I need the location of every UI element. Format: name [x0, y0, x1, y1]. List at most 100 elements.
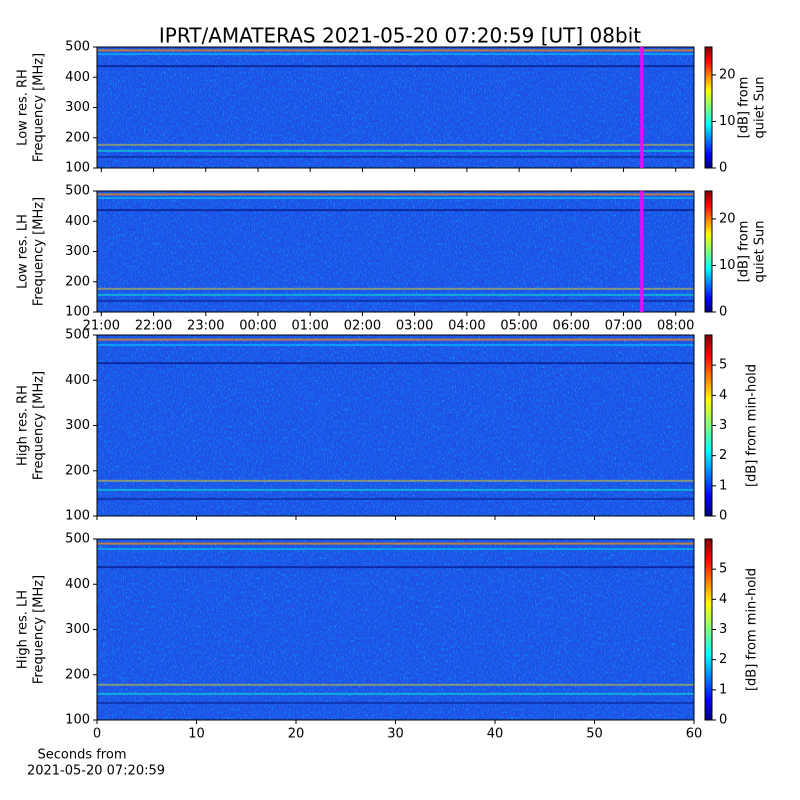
- y-tick-label: 500: [65, 328, 90, 343]
- colorbar-label: quiet Sun: [753, 76, 768, 138]
- x-axis-label: Seconds from: [37, 748, 126, 763]
- y-axis-label: High res. LH: [16, 590, 31, 669]
- x-tick-label: 0: [93, 727, 101, 742]
- colorbar-tick-label: 10: [719, 114, 736, 129]
- spectrogram-band: [97, 701, 694, 704]
- x-tick-label: 21:00: [83, 319, 120, 334]
- y-tick-label: 500: [65, 40, 90, 55]
- spectrogram-band: [97, 488, 694, 491]
- colorbar-tick-label: 0: [719, 161, 727, 176]
- colorbar: [704, 46, 713, 169]
- colorbar-tick-label: 5: [719, 358, 727, 373]
- spectrogram-band: [97, 299, 694, 302]
- spectrogram-band: [97, 287, 694, 290]
- y-axis-label: High res. RH: [16, 385, 31, 466]
- y-tick-label: 400: [65, 577, 90, 592]
- colorbar-tick-label: 4: [719, 388, 727, 403]
- x-tick-label: 02:00: [344, 319, 381, 334]
- spectrogram-band: [97, 49, 694, 52]
- y-axis-label: Frequency [MHz]: [32, 371, 47, 480]
- y-tick-label: 100: [65, 305, 90, 320]
- colorbar-tick-label: 3: [719, 622, 727, 637]
- y-tick-label: 300: [65, 100, 90, 115]
- x-tick-label: 40: [487, 727, 504, 742]
- y-tick-label: 200: [65, 130, 90, 145]
- colorbar-tick-label: 4: [719, 592, 727, 607]
- colorbar-tick-label: 1: [719, 478, 727, 493]
- spectrogram-band: [97, 53, 694, 56]
- spectrogram-band: [97, 193, 694, 196]
- y-axis-label: Frequency [MHz]: [32, 53, 47, 162]
- y-tick-label: 100: [65, 509, 90, 524]
- x-tick-label: 01:00: [291, 319, 328, 334]
- y-tick-label: 500: [65, 532, 90, 547]
- spectrogram-band: [97, 362, 694, 365]
- spectrogram-band: [97, 143, 694, 146]
- y-tick-label: 100: [65, 713, 90, 728]
- colorbar-label: [dB] from min-hold: [745, 364, 760, 487]
- spectrogram-band: [97, 566, 694, 569]
- y-tick-label: 100: [65, 161, 90, 176]
- spectrogram-noise: [97, 47, 694, 168]
- spectrogram-band: [97, 65, 694, 68]
- colorbar-tick-label: 3: [719, 418, 727, 433]
- y-tick-label: 300: [65, 622, 90, 637]
- x-tick-label: 07:00: [605, 319, 642, 334]
- colorbar: [704, 538, 713, 721]
- figure-title: IPRT/AMATERAS 2021-05-20 07:20:59 [UT] 0…: [159, 24, 641, 48]
- spectrogram-band: [97, 197, 694, 200]
- colorbar-tick-label: 2: [719, 448, 727, 463]
- x-tick-label: 30: [387, 727, 404, 742]
- spectrogram-band: [97, 209, 694, 212]
- colorbar-label: [dB] from: [737, 77, 752, 139]
- spectrogram-band: [97, 155, 694, 158]
- colorbar-tick-label: 5: [719, 562, 727, 577]
- spectrogram-noise: [97, 335, 694, 516]
- colorbar-tick-label: 0: [719, 713, 727, 728]
- x-tick-label: 03:00: [396, 319, 433, 334]
- spectrogram-band: [97, 683, 694, 686]
- y-axis-label: Frequency [MHz]: [32, 575, 47, 684]
- x-tick-label: 08:00: [657, 319, 694, 334]
- x-tick-label: 05:00: [500, 319, 537, 334]
- colorbar: [704, 190, 713, 313]
- colorbar-label: [dB] from: [737, 221, 752, 283]
- colorbar-tick-label: 1: [719, 682, 727, 697]
- spectrogram-band: [97, 479, 694, 482]
- spectrogram-band: [97, 548, 694, 551]
- y-tick-label: 400: [65, 373, 90, 388]
- y-tick-label: 400: [65, 214, 90, 229]
- colorbar-label: [dB] from min-hold: [745, 568, 760, 691]
- x-axis-label: 2021-05-20 07:20:59: [27, 764, 165, 779]
- spectrogram-band: [97, 692, 694, 695]
- x-tick-label: 04:00: [448, 319, 485, 334]
- x-tick-label: 20: [288, 727, 305, 742]
- x-tick-label: 22:00: [135, 319, 172, 334]
- y-tick-label: 400: [65, 70, 90, 85]
- spectrogram-band: [97, 497, 694, 500]
- y-axis-label: Low res. LH: [16, 214, 31, 289]
- y-tick-label: 200: [65, 463, 90, 478]
- spectrogram-band: [97, 338, 694, 341]
- colorbar-tick-label: 10: [719, 258, 736, 273]
- spectrogram-band: [97, 293, 694, 296]
- x-tick-label: 50: [586, 727, 603, 742]
- colorbar-label: quiet Sun: [753, 220, 768, 282]
- spectrogram-noise: [97, 191, 694, 312]
- colorbar-tick-label: 0: [719, 509, 727, 524]
- colorbar-tick-label: 20: [719, 67, 736, 82]
- y-axis-label: Frequency [MHz]: [32, 197, 47, 306]
- x-tick-label: 23:00: [187, 319, 224, 334]
- x-tick-label: 06:00: [553, 319, 590, 334]
- colorbar-tick-label: 2: [719, 652, 727, 667]
- spectrogram-band: [97, 149, 694, 152]
- colorbar-tick-label: 20: [719, 211, 736, 226]
- x-tick-label: 00:00: [239, 319, 276, 334]
- y-tick-label: 300: [65, 418, 90, 433]
- y-axis-label: Low res. RH: [16, 69, 31, 146]
- colorbar-tick-label: 0: [719, 305, 727, 320]
- colorbar: [704, 334, 713, 517]
- spectrogram-band: [97, 344, 694, 347]
